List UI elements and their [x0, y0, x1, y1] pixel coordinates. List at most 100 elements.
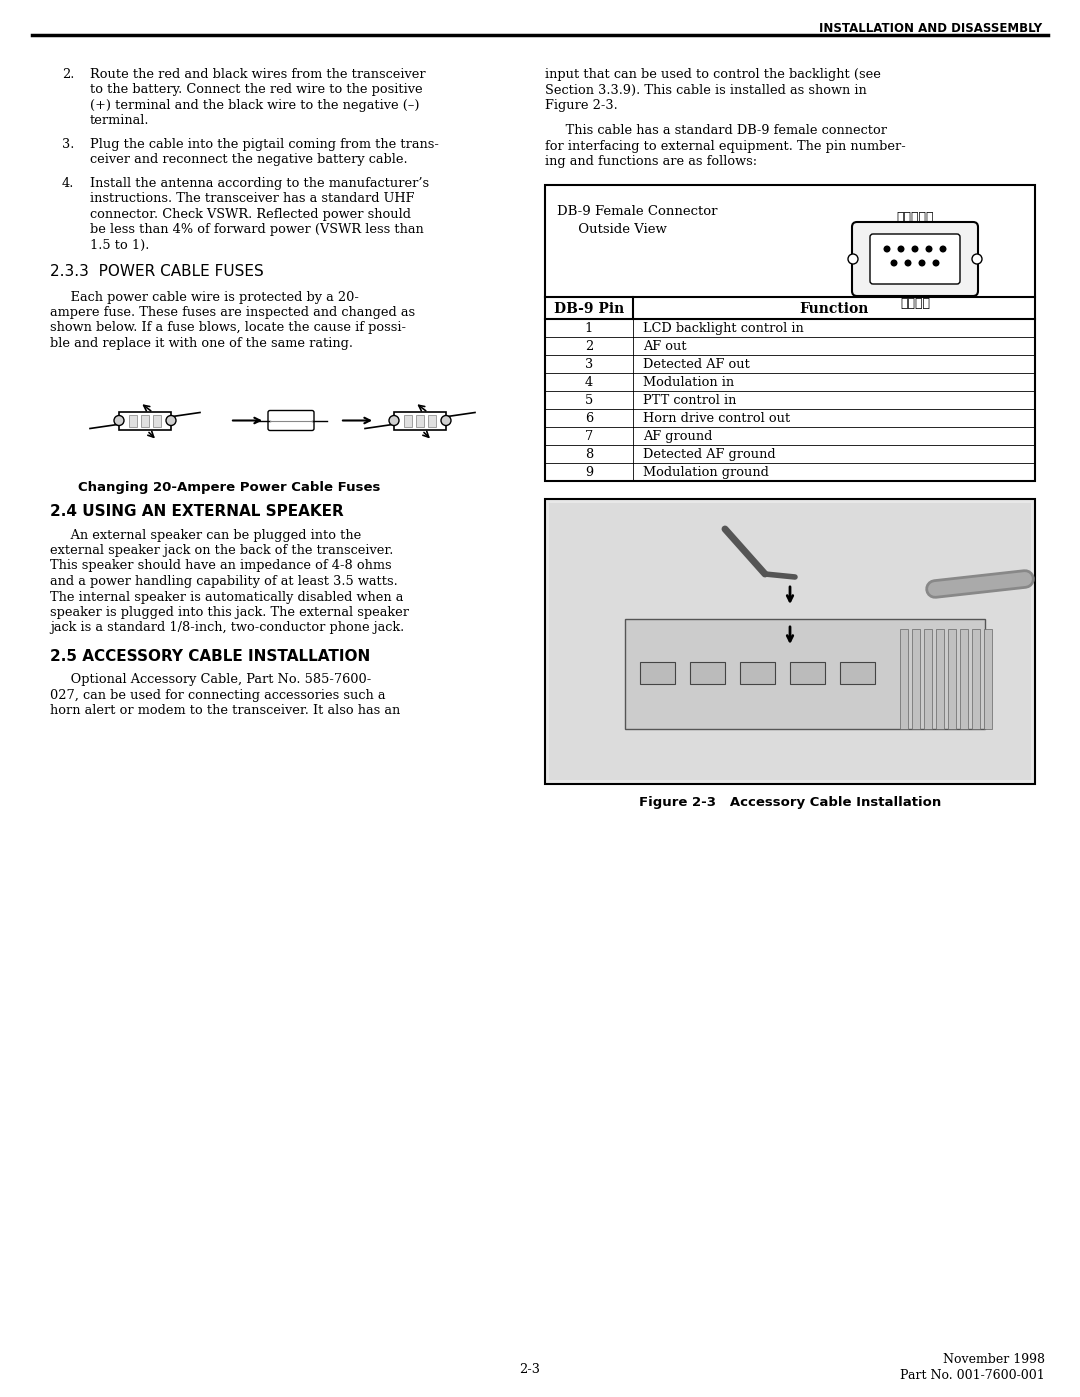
Text: The internal speaker is automatically disabled when a: The internal speaker is automatically di… [50, 591, 403, 604]
Bar [625, 619, 985, 729]
Bar [936, 629, 944, 729]
Text: Function: Function [799, 302, 868, 316]
Text: Figure 2-3.: Figure 2-3. [545, 99, 618, 112]
Text: ble and replace it with one of the same rating.: ble and replace it with one of the same … [50, 337, 353, 351]
Circle shape [114, 415, 124, 426]
Text: input that can be used to control the backlight (see: input that can be used to control the ba… [545, 68, 881, 81]
Text: to the battery. Connect the red wire to the positive: to the battery. Connect the red wire to … [90, 84, 422, 96]
Bar [640, 662, 675, 685]
Bar [948, 629, 956, 729]
Circle shape [441, 415, 451, 426]
Text: Optional Accessory Cable, Part No. 585-7600-: Optional Accessory Cable, Part No. 585-7… [50, 673, 372, 686]
Text: (+) terminal and the black wire to the negative (–): (+) terminal and the black wire to the n… [90, 99, 419, 112]
Text: Plug the cable into the pigtail coming from the trans-: Plug the cable into the pigtail coming f… [90, 138, 438, 151]
Text: PTT control in: PTT control in [643, 394, 737, 407]
Circle shape [919, 260, 924, 265]
Bar [912, 629, 920, 729]
Bar [119, 412, 171, 429]
Text: for interfacing to external equipment. The pin number-: for interfacing to external equipment. T… [545, 140, 906, 154]
Text: 2: 2 [585, 339, 593, 353]
Bar [549, 503, 1031, 780]
Text: Install the antenna according to the manufacturer’s: Install the antenna according to the man… [90, 177, 429, 190]
Text: Modulation in: Modulation in [643, 376, 734, 388]
Text: Detected AF ground: Detected AF ground [643, 448, 775, 461]
FancyBboxPatch shape [870, 235, 960, 284]
Bar [55, 362, 495, 478]
Text: INSTALLATION AND DISASSEMBLY: INSTALLATION AND DISASSEMBLY [819, 22, 1042, 35]
Text: horn alert or modem to the transceiver. It also has an: horn alert or modem to the transceiver. … [50, 704, 401, 717]
Bar [141, 415, 149, 426]
Text: 4: 4 [585, 376, 593, 388]
Text: 9: 9 [585, 467, 593, 479]
Text: Route the red and black wires from the transceiver: Route the red and black wires from the t… [90, 68, 426, 81]
Text: connector. Check VSWR. Reflected power should: connector. Check VSWR. Reflected power s… [90, 208, 411, 221]
Text: Detected AF out: Detected AF out [643, 358, 750, 372]
Text: Horn drive control out: Horn drive control out [643, 412, 791, 425]
Text: Part No. 001-7600-001: Part No. 001-7600-001 [901, 1369, 1045, 1382]
Text: 2.: 2. [62, 68, 75, 81]
Text: 7: 7 [585, 430, 593, 443]
Bar [740, 662, 775, 685]
Text: 2.5 ACCESSORY CABLE INSTALLATION: 2.5 ACCESSORY CABLE INSTALLATION [50, 650, 370, 664]
Bar [690, 662, 725, 685]
Circle shape [166, 415, 176, 426]
Text: be less than 4% of forward power (VSWR less than: be less than 4% of forward power (VSWR l… [90, 224, 423, 236]
Text: ampere fuse. These fuses are inspected and changed as: ampere fuse. These fuses are inspected a… [50, 306, 415, 319]
Text: This cable has a standard DB-9 female connector: This cable has a standard DB-9 female co… [545, 124, 887, 137]
Bar [924, 629, 932, 729]
Text: jack is a standard 1/8-inch, two-conductor phone jack.: jack is a standard 1/8-inch, two-conduct… [50, 622, 404, 634]
Bar [900, 629, 908, 729]
Text: Section 3.3.9). This cable is installed as shown in: Section 3.3.9). This cable is installed … [545, 84, 867, 96]
Text: and a power handling capability of at least 3.5 watts.: and a power handling capability of at le… [50, 576, 397, 588]
Bar [789, 662, 825, 685]
Circle shape [899, 246, 904, 251]
FancyBboxPatch shape [268, 411, 314, 430]
Bar [840, 662, 875, 685]
Text: ⑩⑨⑧⑦: ⑩⑨⑧⑦ [900, 298, 930, 310]
Text: DB-9 Female Connector: DB-9 Female Connector [557, 205, 717, 218]
Circle shape [891, 260, 896, 265]
FancyBboxPatch shape [852, 222, 978, 296]
Bar [984, 629, 993, 729]
Text: external speaker jack on the back of the transceiver.: external speaker jack on the back of the… [50, 543, 393, 557]
Text: Modulation ground: Modulation ground [643, 467, 769, 479]
Bar [960, 629, 968, 729]
Text: 2-3: 2-3 [519, 1363, 540, 1376]
Bar [129, 415, 137, 426]
Text: 3.: 3. [62, 138, 75, 151]
Circle shape [933, 260, 939, 265]
Text: 8: 8 [585, 448, 593, 461]
Text: 4.: 4. [62, 177, 75, 190]
Circle shape [927, 246, 932, 251]
Text: AF ground: AF ground [643, 430, 713, 443]
Text: Outside View: Outside View [557, 224, 666, 236]
Text: November 1998: November 1998 [943, 1354, 1045, 1366]
Text: 6: 6 [585, 412, 593, 425]
Circle shape [941, 246, 946, 251]
Circle shape [905, 260, 910, 265]
Text: shown below. If a fuse blows, locate the cause if possi-: shown below. If a fuse blows, locate the… [50, 321, 406, 334]
Bar [428, 415, 436, 426]
Bar [394, 412, 446, 429]
Text: LCD backlight control in: LCD backlight control in [643, 321, 804, 335]
Text: ing and functions are as follows:: ing and functions are as follows: [545, 155, 757, 169]
Circle shape [885, 246, 890, 251]
Circle shape [848, 254, 858, 264]
Text: This speaker should have an impedance of 4-8 ohms: This speaker should have an impedance of… [50, 560, 392, 573]
Bar [153, 415, 161, 426]
Text: 1.5 to 1).: 1.5 to 1). [90, 239, 149, 251]
Text: 3: 3 [585, 358, 593, 372]
Text: 027, can be used for connecting accessories such a: 027, can be used for connecting accessor… [50, 689, 386, 701]
Text: terminal.: terminal. [90, 115, 149, 127]
Circle shape [913, 246, 918, 251]
Text: Each power cable wire is protected by a 20-: Each power cable wire is protected by a … [50, 291, 359, 303]
Text: An external speaker can be plugged into the: An external speaker can be plugged into … [50, 528, 361, 542]
Bar [416, 415, 424, 426]
Circle shape [389, 415, 399, 426]
Bar [404, 415, 411, 426]
Circle shape [972, 254, 982, 264]
Text: Changing 20-Ampere Power Cable Fuses: Changing 20-Ampere Power Cable Fuses [78, 481, 380, 493]
Bar [545, 184, 1035, 481]
Text: DB-9 Pin: DB-9 Pin [554, 302, 624, 316]
Text: 2.4 USING AN EXTERNAL SPEAKER: 2.4 USING AN EXTERNAL SPEAKER [50, 504, 343, 520]
